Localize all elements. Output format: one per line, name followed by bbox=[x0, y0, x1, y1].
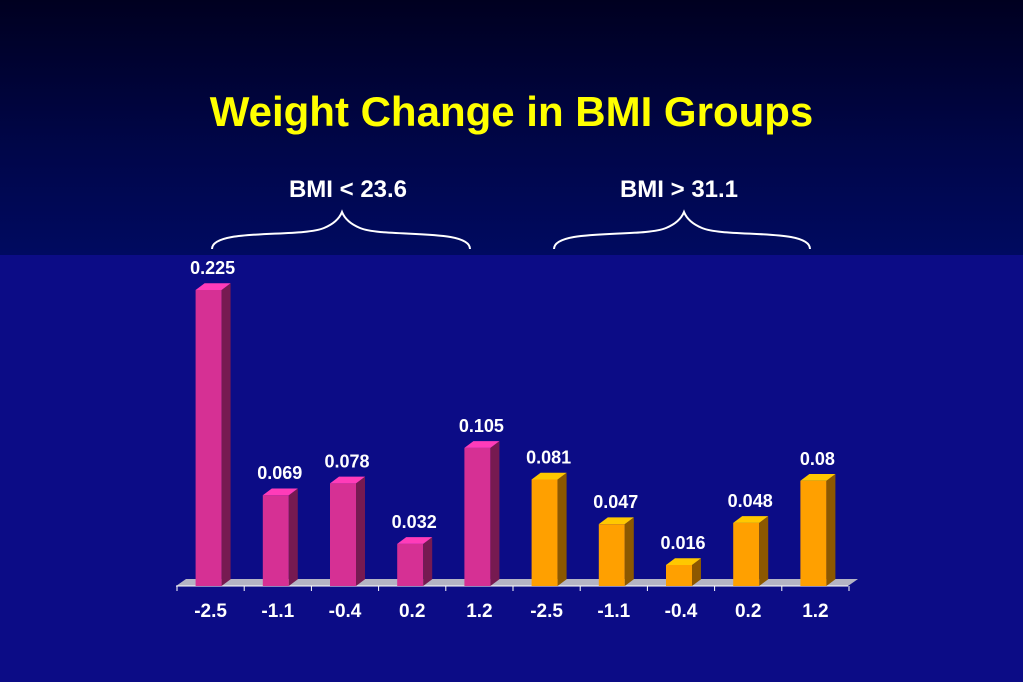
group-label-low-bmi: BMI < 23.6 bbox=[288, 176, 408, 203]
data-label: 0.08 bbox=[800, 449, 835, 469]
bar bbox=[397, 537, 433, 586]
data-label: 0.078 bbox=[324, 451, 369, 471]
x-tick-label: 0.2 bbox=[399, 601, 425, 622]
bar-side bbox=[557, 472, 567, 586]
x-tick-label: -0.4 bbox=[665, 601, 698, 622]
bar-side bbox=[288, 488, 298, 586]
bar-top bbox=[800, 474, 836, 481]
bar-top bbox=[397, 537, 433, 544]
x-tick-label: 1.2 bbox=[466, 601, 492, 622]
data-label: 0.081 bbox=[526, 447, 571, 467]
background-bottom-band bbox=[0, 255, 1023, 682]
bar-side bbox=[692, 558, 701, 586]
bar-front bbox=[733, 522, 760, 586]
x-tick-label: 1.2 bbox=[802, 601, 828, 622]
bar-front bbox=[195, 290, 222, 586]
bar-front bbox=[800, 480, 827, 586]
data-label: 0.069 bbox=[257, 463, 302, 483]
x-tick-label: -2.5 bbox=[530, 601, 563, 622]
bar-top bbox=[262, 488, 298, 496]
bar-top bbox=[195, 283, 231, 290]
x-tick-label: -2.5 bbox=[194, 601, 227, 622]
bar-top bbox=[330, 476, 365, 484]
bar bbox=[800, 474, 836, 586]
bar bbox=[733, 516, 769, 586]
bar-top bbox=[666, 558, 701, 565]
bar bbox=[195, 283, 231, 586]
x-tick-label: -1.1 bbox=[261, 601, 294, 622]
data-label: 0.047 bbox=[593, 492, 638, 512]
bar bbox=[262, 488, 298, 586]
page-title: Weight Change in BMI Groups bbox=[209, 88, 814, 135]
x-tick-label: -1.1 bbox=[597, 601, 630, 622]
bar-top bbox=[464, 441, 500, 448]
data-label: 0.016 bbox=[660, 533, 705, 553]
bar-side bbox=[826, 474, 836, 586]
bar-front bbox=[397, 543, 424, 586]
bar-side bbox=[423, 537, 433, 586]
group-brace-high-bmi bbox=[553, 209, 811, 250]
bar-side bbox=[490, 441, 500, 586]
background-top-band bbox=[0, 0, 1023, 255]
group-brace-low-bmi bbox=[211, 209, 471, 250]
bar bbox=[598, 517, 634, 586]
bar bbox=[464, 441, 500, 586]
bar-front bbox=[531, 479, 558, 586]
bar-top bbox=[733, 516, 769, 523]
data-label: 0.032 bbox=[392, 512, 437, 532]
bar-front bbox=[262, 495, 289, 586]
x-tick-label: -0.4 bbox=[329, 601, 362, 622]
bar-front bbox=[666, 564, 692, 586]
bar-side bbox=[356, 476, 365, 586]
bar-top bbox=[598, 517, 634, 525]
bar-front bbox=[330, 483, 356, 586]
bar-top bbox=[531, 472, 567, 480]
bar bbox=[330, 476, 365, 586]
bar bbox=[531, 472, 567, 586]
data-label: 0.225 bbox=[190, 258, 235, 278]
bar-side bbox=[221, 283, 231, 586]
bar-front bbox=[598, 524, 625, 586]
bar-front bbox=[464, 447, 491, 586]
group-label-high-bmi: BMI > 31.1 bbox=[619, 176, 739, 203]
bar-side bbox=[759, 516, 769, 586]
x-tick-label: 0.2 bbox=[735, 601, 761, 622]
data-label: 0.105 bbox=[459, 416, 504, 436]
bar-side bbox=[624, 517, 634, 586]
bar bbox=[666, 558, 701, 586]
data-label: 0.048 bbox=[728, 491, 773, 511]
